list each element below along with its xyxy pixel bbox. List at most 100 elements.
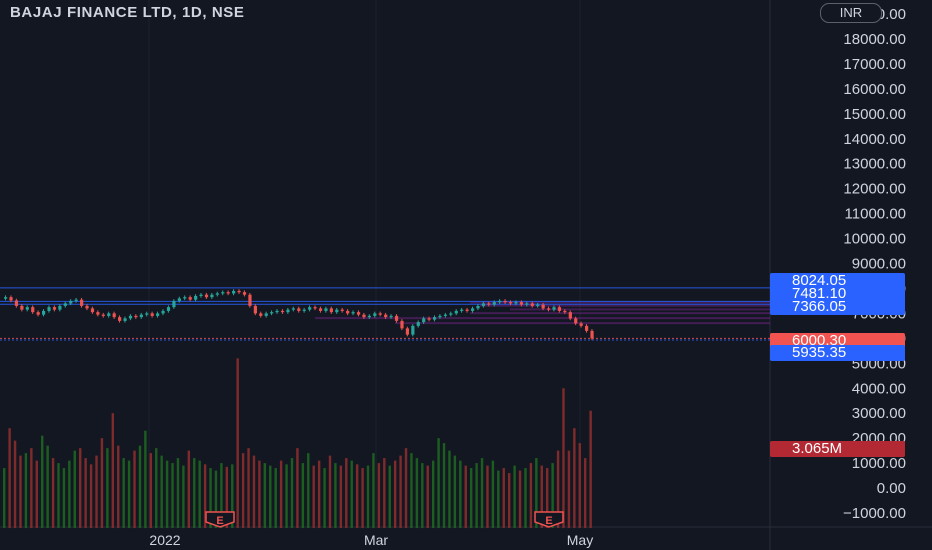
candle-body: [145, 313, 149, 315]
candle-body: [101, 314, 105, 316]
candle-body: [460, 309, 464, 311]
candle-body: [405, 328, 410, 335]
volume-bar: [507, 473, 511, 529]
candle-body: [210, 294, 214, 298]
volume-bar: [24, 453, 28, 529]
candle-body: [297, 308, 301, 311]
volume-bar: [377, 463, 381, 529]
candle-body: [188, 297, 192, 300]
volume-bar: [317, 460, 321, 529]
candle-body: [85, 305, 89, 309]
volume-bar: [84, 458, 87, 529]
volume-bar: [437, 438, 440, 529]
candle-body: [487, 303, 491, 305]
volume-bar: [366, 465, 370, 529]
volume-bar: [421, 463, 424, 529]
volume-bar: [35, 460, 38, 529]
volume-bar: [138, 445, 142, 529]
volume-bar: [100, 438, 104, 529]
volume-bar: [404, 448, 408, 529]
candle-body: [481, 303, 486, 306]
volume-bar: [122, 458, 125, 529]
candle-body: [443, 314, 448, 316]
volume-bar: [486, 465, 489, 529]
candle-body: [204, 294, 209, 298]
volume-bars: [3, 358, 592, 529]
candle-body: [4, 297, 8, 299]
time-axis[interactable]: 2022 Mar May: [149, 532, 593, 548]
volume-bar: [464, 465, 467, 529]
volume-bar: [133, 450, 136, 529]
price-tick-label: 14000.00: [843, 131, 906, 148]
candle-body: [52, 307, 57, 310]
candle-body: [47, 307, 51, 311]
candle-body: [58, 305, 62, 310]
candle-body: [340, 309, 344, 311]
candle-body: [519, 302, 524, 305]
volume-bar: [573, 428, 576, 529]
volume-bar: [355, 464, 359, 529]
volume-bar: [258, 460, 261, 529]
candle-body: [232, 290, 236, 294]
price-tick-label: 12000.00: [843, 181, 906, 198]
candle-body: [465, 309, 469, 311]
volume-bar: [518, 470, 522, 529]
volume-bar: [578, 443, 581, 529]
volume-bar: [127, 460, 131, 529]
candle-body: [530, 303, 534, 306]
volume-bar: [524, 468, 527, 529]
volume-bar: [79, 448, 82, 529]
volume-bar: [241, 453, 245, 529]
volume-bar: [176, 458, 180, 529]
candle-body: [454, 310, 458, 314]
volume-bar: [149, 453, 153, 529]
candle-body: [20, 305, 24, 310]
volume-bar: [220, 463, 223, 529]
volume-bar: [491, 460, 495, 529]
candle-body: [14, 300, 19, 306]
candle-body: [329, 308, 333, 313]
volume-bar: [155, 448, 158, 529]
volume-bar: [513, 465, 516, 529]
volume-bar: [448, 450, 451, 529]
candle-body: [356, 312, 361, 315]
volume-bar: [383, 458, 386, 529]
volume-bar: [323, 468, 326, 529]
candle-body: [318, 308, 323, 311]
volume-bar: [372, 453, 375, 529]
candle-body: [508, 302, 513, 304]
volume-bar: [399, 455, 402, 529]
volume-bar: [30, 448, 33, 529]
candle-body: [378, 313, 382, 315]
candle-body: [118, 317, 122, 321]
earnings-marker[interactable]: E: [534, 511, 564, 528]
price-tick-label: 1000.00: [852, 455, 906, 472]
currency-button[interactable]: INR: [820, 3, 882, 23]
earnings-marker[interactable]: E: [205, 511, 235, 528]
volume-bar: [187, 450, 191, 529]
volume-bar: [584, 458, 587, 529]
volume-bar: [567, 450, 571, 529]
volume-bar: [89, 464, 93, 529]
candle-body: [324, 308, 328, 311]
earnings-marker-shape: [205, 511, 235, 528]
volume-bar: [165, 460, 169, 529]
candle-body: [31, 307, 35, 313]
volume-bar: [203, 464, 207, 529]
volume-bar: [480, 458, 484, 529]
volume-bar: [274, 468, 277, 529]
price-tick-label: 4000.00: [852, 380, 906, 397]
price-level-badge: 5935.35: [770, 345, 905, 361]
volume-bar: [540, 465, 543, 529]
volume-bar: [3, 468, 6, 529]
earnings-marker-label: E: [216, 515, 223, 527]
volume-bar: [117, 445, 120, 529]
candle-body: [270, 312, 274, 314]
candle-body: [362, 314, 366, 318]
price-tick-label: −1000.00: [843, 505, 906, 522]
volume-bar: [426, 465, 429, 529]
volume-bar: [160, 455, 163, 529]
candle-body: [134, 315, 138, 318]
